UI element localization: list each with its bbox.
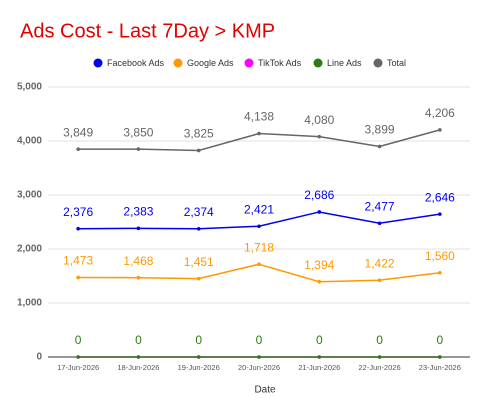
data-point xyxy=(377,144,382,149)
data-point xyxy=(136,226,141,231)
data-point xyxy=(136,275,141,280)
data-label: 3,850 xyxy=(123,125,153,139)
data-label: 4,206 xyxy=(425,106,455,120)
legend-marker xyxy=(313,58,323,68)
data-label: 3,825 xyxy=(184,127,214,141)
x-tick-label: 18-Jun-2026 xyxy=(117,363,159,372)
data-label: 4,138 xyxy=(244,110,274,124)
data-point xyxy=(377,355,382,359)
x-tick-label: 19-Jun-2026 xyxy=(178,363,220,372)
x-tick-label: 17-Jun-2026 xyxy=(57,363,99,372)
data-label: 2,374 xyxy=(184,205,214,219)
data-point xyxy=(377,278,382,283)
data-point xyxy=(196,227,201,231)
data-point xyxy=(317,355,322,359)
legend-marker xyxy=(93,58,103,68)
data-label: 1,473 xyxy=(63,254,93,268)
data-point xyxy=(76,275,80,280)
data-label: 1,468 xyxy=(123,254,153,268)
data-point xyxy=(438,355,442,359)
y-tick-label: 3,000 xyxy=(17,190,42,201)
data-label: 2,686 xyxy=(304,188,334,202)
data-label: 0 xyxy=(75,333,82,347)
legend-label: Google Ads xyxy=(187,58,234,68)
legend-marker xyxy=(244,58,254,68)
data-label: 2,376 xyxy=(63,205,93,219)
data-point xyxy=(196,148,201,153)
data-label: 0 xyxy=(316,333,323,347)
data-point xyxy=(317,279,322,284)
legend-marker xyxy=(173,58,183,68)
data-label: 1,394 xyxy=(304,258,334,272)
data-point xyxy=(438,128,442,132)
data-label: 4,080 xyxy=(304,113,334,127)
x-tick-label: 21-Jun-2026 xyxy=(298,363,340,372)
data-point xyxy=(76,147,80,151)
x-tick-label: 23-Jun-2026 xyxy=(419,363,461,372)
legend-label: TikTok Ads xyxy=(258,58,302,68)
data-label: 0 xyxy=(135,333,142,347)
legend-label: Total xyxy=(387,58,406,68)
data-point xyxy=(257,355,261,359)
data-label: 0 xyxy=(256,333,263,347)
x-tick-label: 20-Jun-2026 xyxy=(238,363,280,372)
data-point xyxy=(377,221,382,226)
data-point xyxy=(136,355,141,359)
data-point xyxy=(196,355,201,359)
data-point xyxy=(257,131,261,136)
legend-label: Facebook Ads xyxy=(107,58,165,68)
data-label: 1,422 xyxy=(365,256,395,270)
data-label: 1,560 xyxy=(425,249,455,263)
y-tick-label: 0 xyxy=(36,352,42,363)
data-label: 0 xyxy=(437,333,444,347)
data-point xyxy=(196,276,201,281)
y-tick-label: 2,000 xyxy=(17,244,42,255)
x-axis-title: Date xyxy=(254,385,276,396)
legend-label: Line Ads xyxy=(327,58,362,68)
data-label: 2,477 xyxy=(365,199,395,213)
data-label: 3,899 xyxy=(365,123,395,137)
data-point xyxy=(438,212,442,216)
data-point xyxy=(438,270,442,275)
data-point xyxy=(257,262,261,267)
data-label: 1,451 xyxy=(184,255,214,269)
data-label: 2,383 xyxy=(123,204,153,218)
x-tick-label: 22-Jun-2026 xyxy=(359,363,401,372)
legend-marker xyxy=(373,58,383,68)
data-label: 0 xyxy=(195,333,202,347)
data-point xyxy=(76,355,80,359)
data-label: 1,718 xyxy=(244,240,274,254)
data-label: 3,849 xyxy=(63,125,93,139)
data-label: 2,421 xyxy=(244,202,274,216)
y-tick-label: 5,000 xyxy=(17,82,42,93)
data-point xyxy=(76,226,80,231)
data-point xyxy=(257,224,261,229)
data-point xyxy=(136,147,141,151)
chart-title: Ads Cost - Last 7Day > KMP xyxy=(20,20,275,42)
data-label: 0 xyxy=(376,333,383,347)
data-point xyxy=(317,134,322,139)
y-tick-label: 1,000 xyxy=(17,298,42,309)
data-label: 2,646 xyxy=(425,190,455,204)
data-point xyxy=(317,210,322,214)
y-tick-label: 4,000 xyxy=(17,136,42,147)
